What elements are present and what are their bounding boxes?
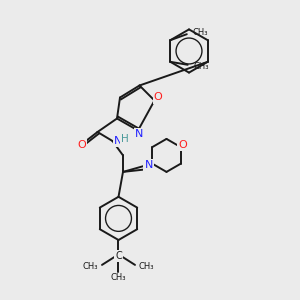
Text: C: C [115, 251, 122, 261]
Text: N: N [144, 160, 153, 170]
Text: O: O [154, 92, 163, 103]
Text: CH₃: CH₃ [192, 28, 208, 37]
Text: N: N [114, 136, 122, 146]
Text: CH₃: CH₃ [139, 262, 154, 271]
Text: CH₃: CH₃ [193, 62, 208, 71]
Text: O: O [77, 140, 86, 150]
Text: N: N [135, 129, 144, 139]
Text: CH₃: CH₃ [83, 262, 98, 271]
Text: H: H [121, 134, 129, 144]
Text: CH₃: CH₃ [111, 273, 126, 282]
Text: O: O [178, 140, 187, 150]
